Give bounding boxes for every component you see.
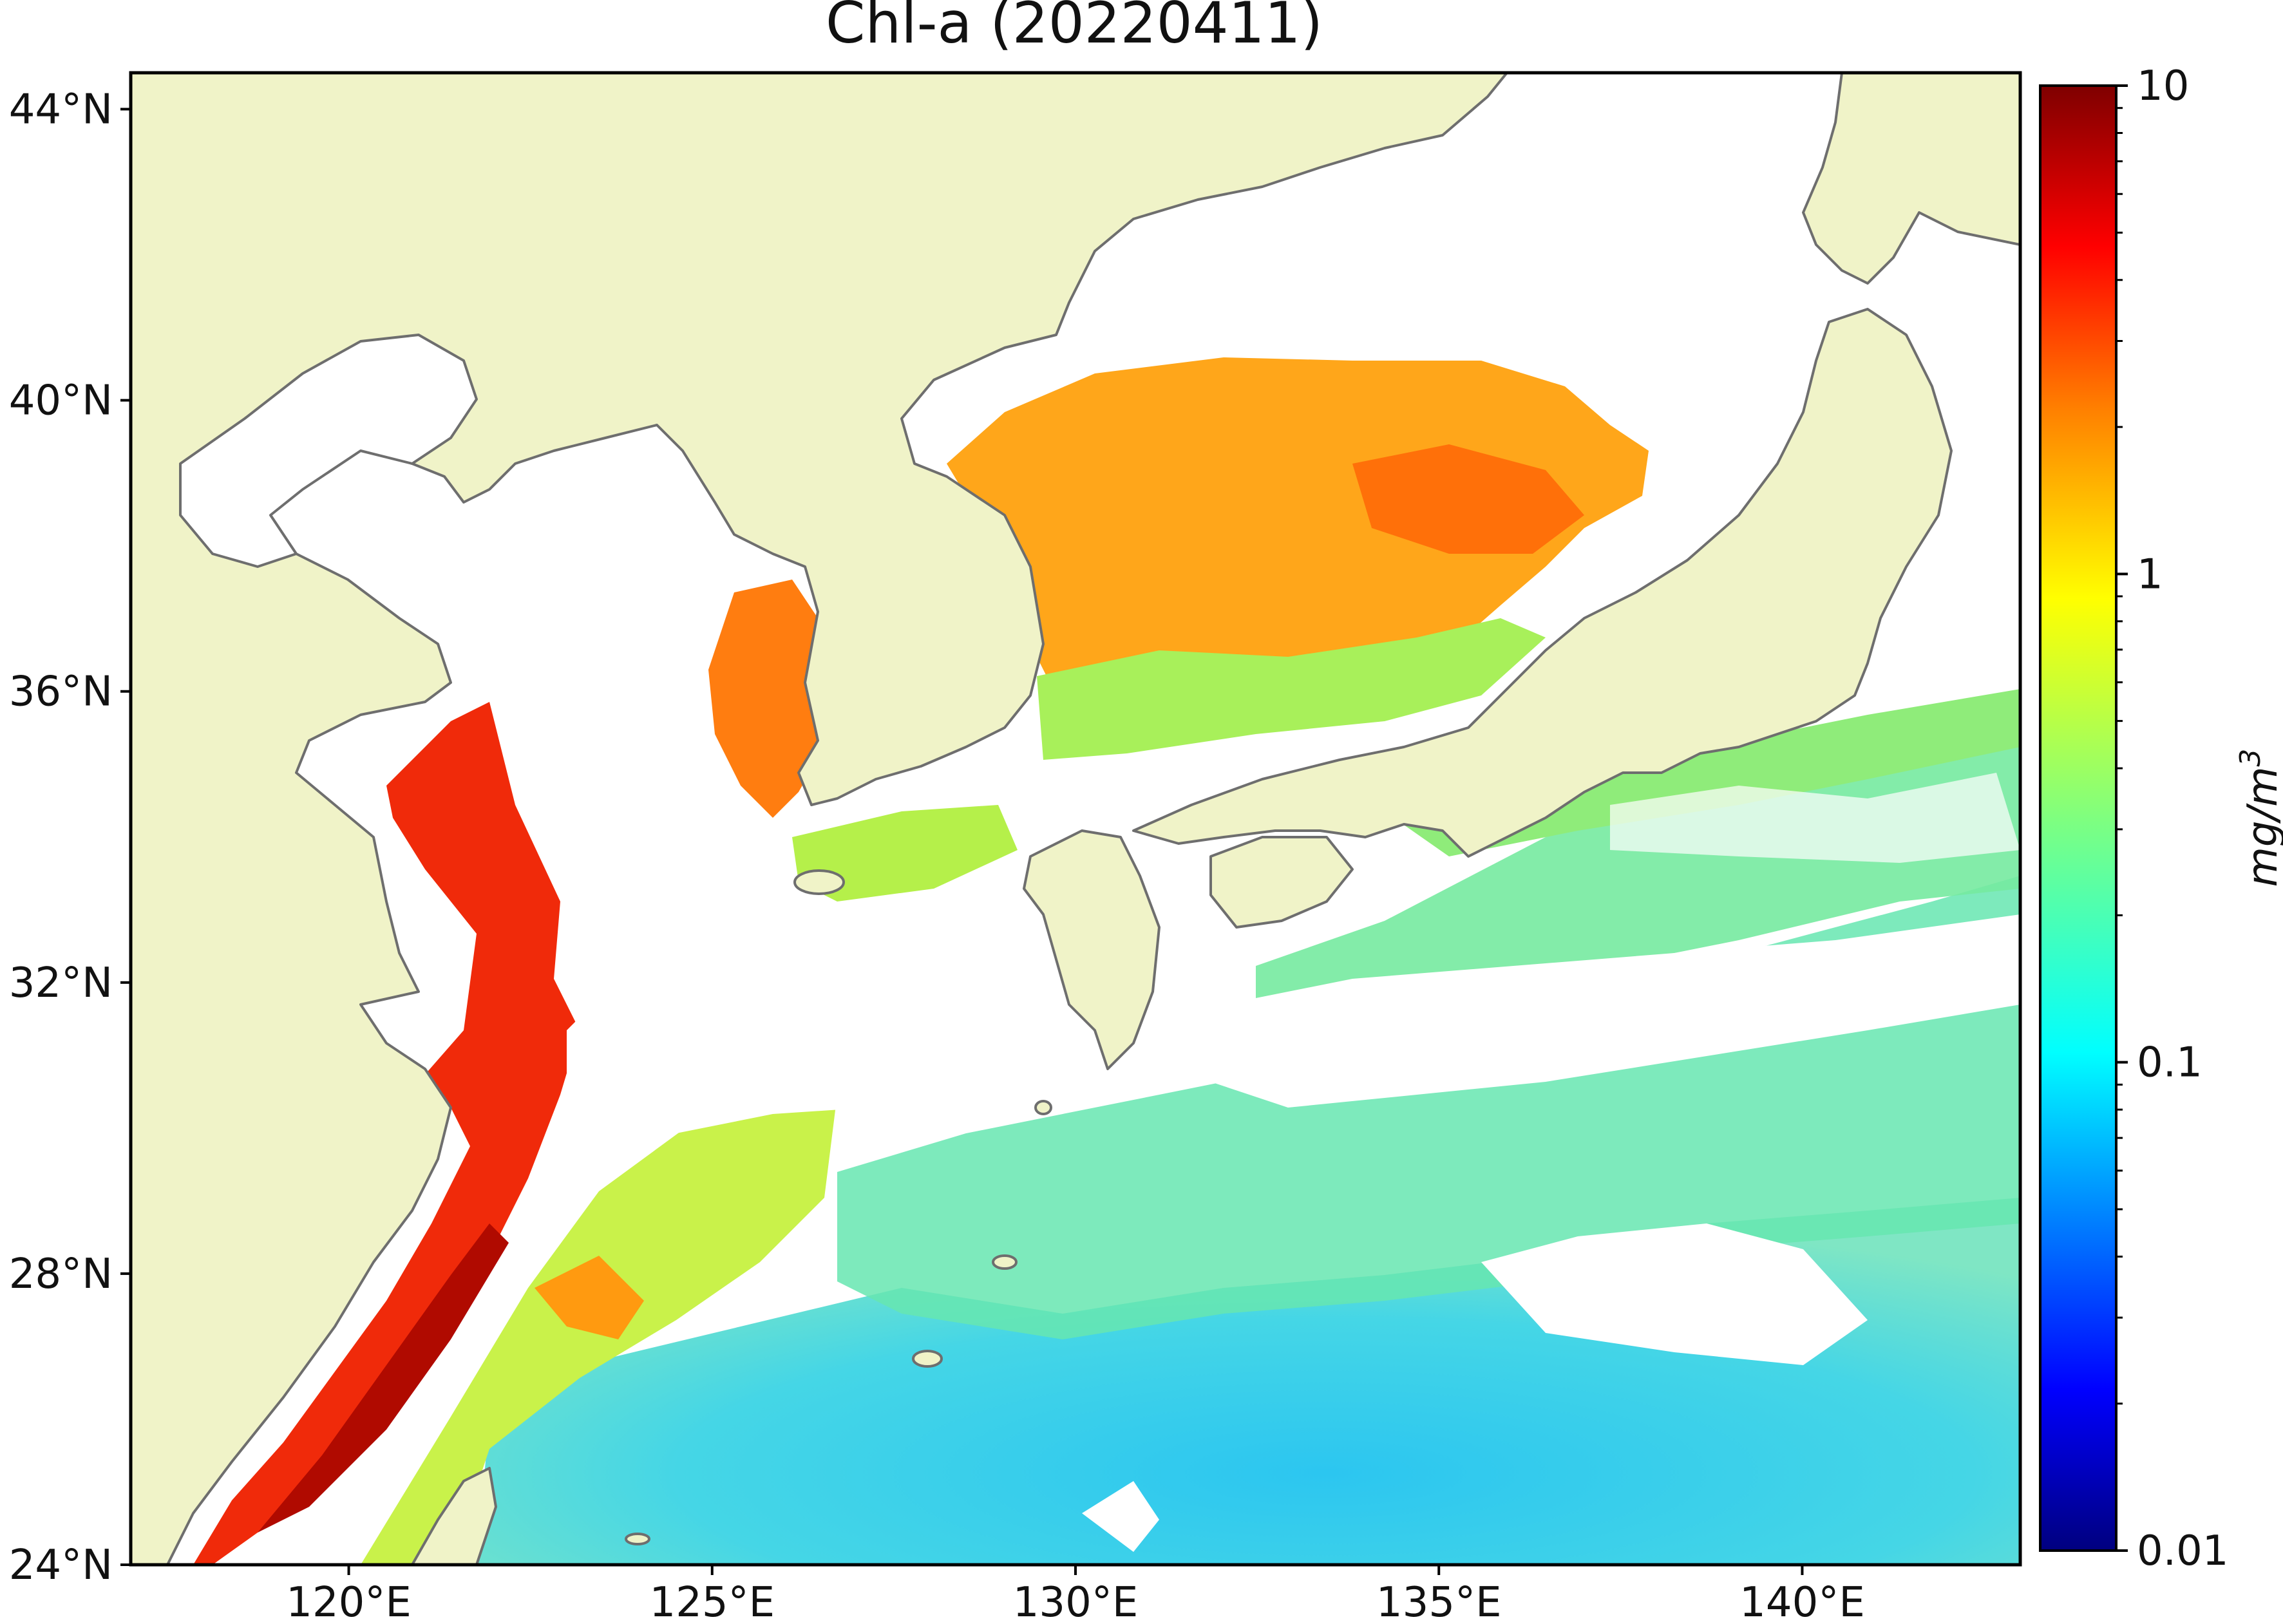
cloud-band-main bbox=[567, 766, 1385, 1172]
chl-tsushima-strait bbox=[792, 805, 1018, 902]
cloud-band-east bbox=[1211, 914, 2020, 1108]
lat-tick-label: 28°N bbox=[9, 1251, 113, 1298]
lat-tick-label: 24°N bbox=[9, 1542, 113, 1589]
lon-tick-label: 130°E bbox=[1013, 1579, 1139, 1624]
colorbar-label-unit: mg/m bbox=[2239, 767, 2283, 887]
chl-sea-of-japan-red-patch bbox=[1352, 444, 1584, 554]
colorbar-tick-label: 0.01 bbox=[2137, 1527, 2229, 1575]
lat-tick-label: 40°N bbox=[9, 377, 113, 425]
lat-tick-label: 32°N bbox=[9, 959, 113, 1007]
lon-tick-label: 120°E bbox=[286, 1579, 412, 1624]
chl-sea-of-japan-bloom bbox=[947, 357, 1649, 708]
lat-tick-label: 44°N bbox=[9, 86, 113, 134]
land-hokkaido bbox=[1802, 73, 2020, 285]
longitude-axis: 120°E 125°E 130°E 135°E 140°E bbox=[286, 1565, 1865, 1624]
chlorophyll-field bbox=[193, 357, 2020, 1565]
bohai-sea bbox=[179, 334, 478, 568]
land bbox=[131, 73, 2020, 1565]
land-ishigaki bbox=[625, 1533, 650, 1545]
map-title: Chl-a (20220411) bbox=[826, 0, 1323, 56]
chl-sea-of-japan-south-green bbox=[1037, 618, 1546, 760]
land-shikoku bbox=[1209, 836, 1354, 929]
chl-china-coastal-dark bbox=[258, 1223, 509, 1533]
colorbar-tick-label: 10 bbox=[2137, 62, 2189, 110]
colorbar-ticks: 10 1 0.1 0.01 bbox=[2116, 62, 2229, 1575]
land-jeju bbox=[793, 869, 845, 895]
lat-tick-label: 36°N bbox=[9, 668, 113, 716]
land-taiwan bbox=[411, 1467, 497, 1565]
colorbar-tick-label: 1 bbox=[2137, 551, 2163, 598]
land-amami bbox=[992, 1254, 1018, 1270]
latitude-axis: 44°N 40°N 36°N 32°N 28°N 24°N bbox=[9, 86, 131, 1589]
land-tanegashima bbox=[1034, 1100, 1052, 1115]
land-asian-mainland bbox=[131, 73, 1508, 1565]
land-okinawa bbox=[912, 1350, 943, 1368]
cloud-patch-southeast bbox=[1481, 1223, 1868, 1365]
colorbar-label: mg/m3 bbox=[2234, 749, 2283, 887]
cloud-gap-yellow-sea bbox=[489, 580, 741, 902]
map-area bbox=[131, 73, 2020, 1565]
colorbar: 10 1 0.1 0.01 mg/m3 bbox=[2039, 62, 2283, 1575]
lon-tick-label: 135°E bbox=[1376, 1579, 1502, 1624]
lon-tick-label: 140°E bbox=[1739, 1579, 1865, 1624]
cloud-patch-pacific bbox=[1610, 773, 2020, 863]
lon-tick-label: 125°E bbox=[649, 1579, 775, 1624]
chl-east-china-sea-orange bbox=[535, 1256, 644, 1339]
colorbar-tick-label: 0.1 bbox=[2137, 1039, 2202, 1087]
cloud-patch-south bbox=[1082, 1481, 1159, 1552]
chl-korea-west-coast bbox=[708, 580, 824, 818]
cloud-mask bbox=[489, 580, 2020, 1552]
colorbar-gradient bbox=[2039, 84, 2117, 1552]
chl-pacific-shelf bbox=[1256, 708, 2020, 1043]
land-kyushu bbox=[1023, 829, 1160, 1070]
colorbar-label-exponent: 3 bbox=[2234, 749, 2267, 767]
land-honshu bbox=[1132, 308, 1953, 858]
chl-china-coastal-plume bbox=[193, 702, 580, 1565]
